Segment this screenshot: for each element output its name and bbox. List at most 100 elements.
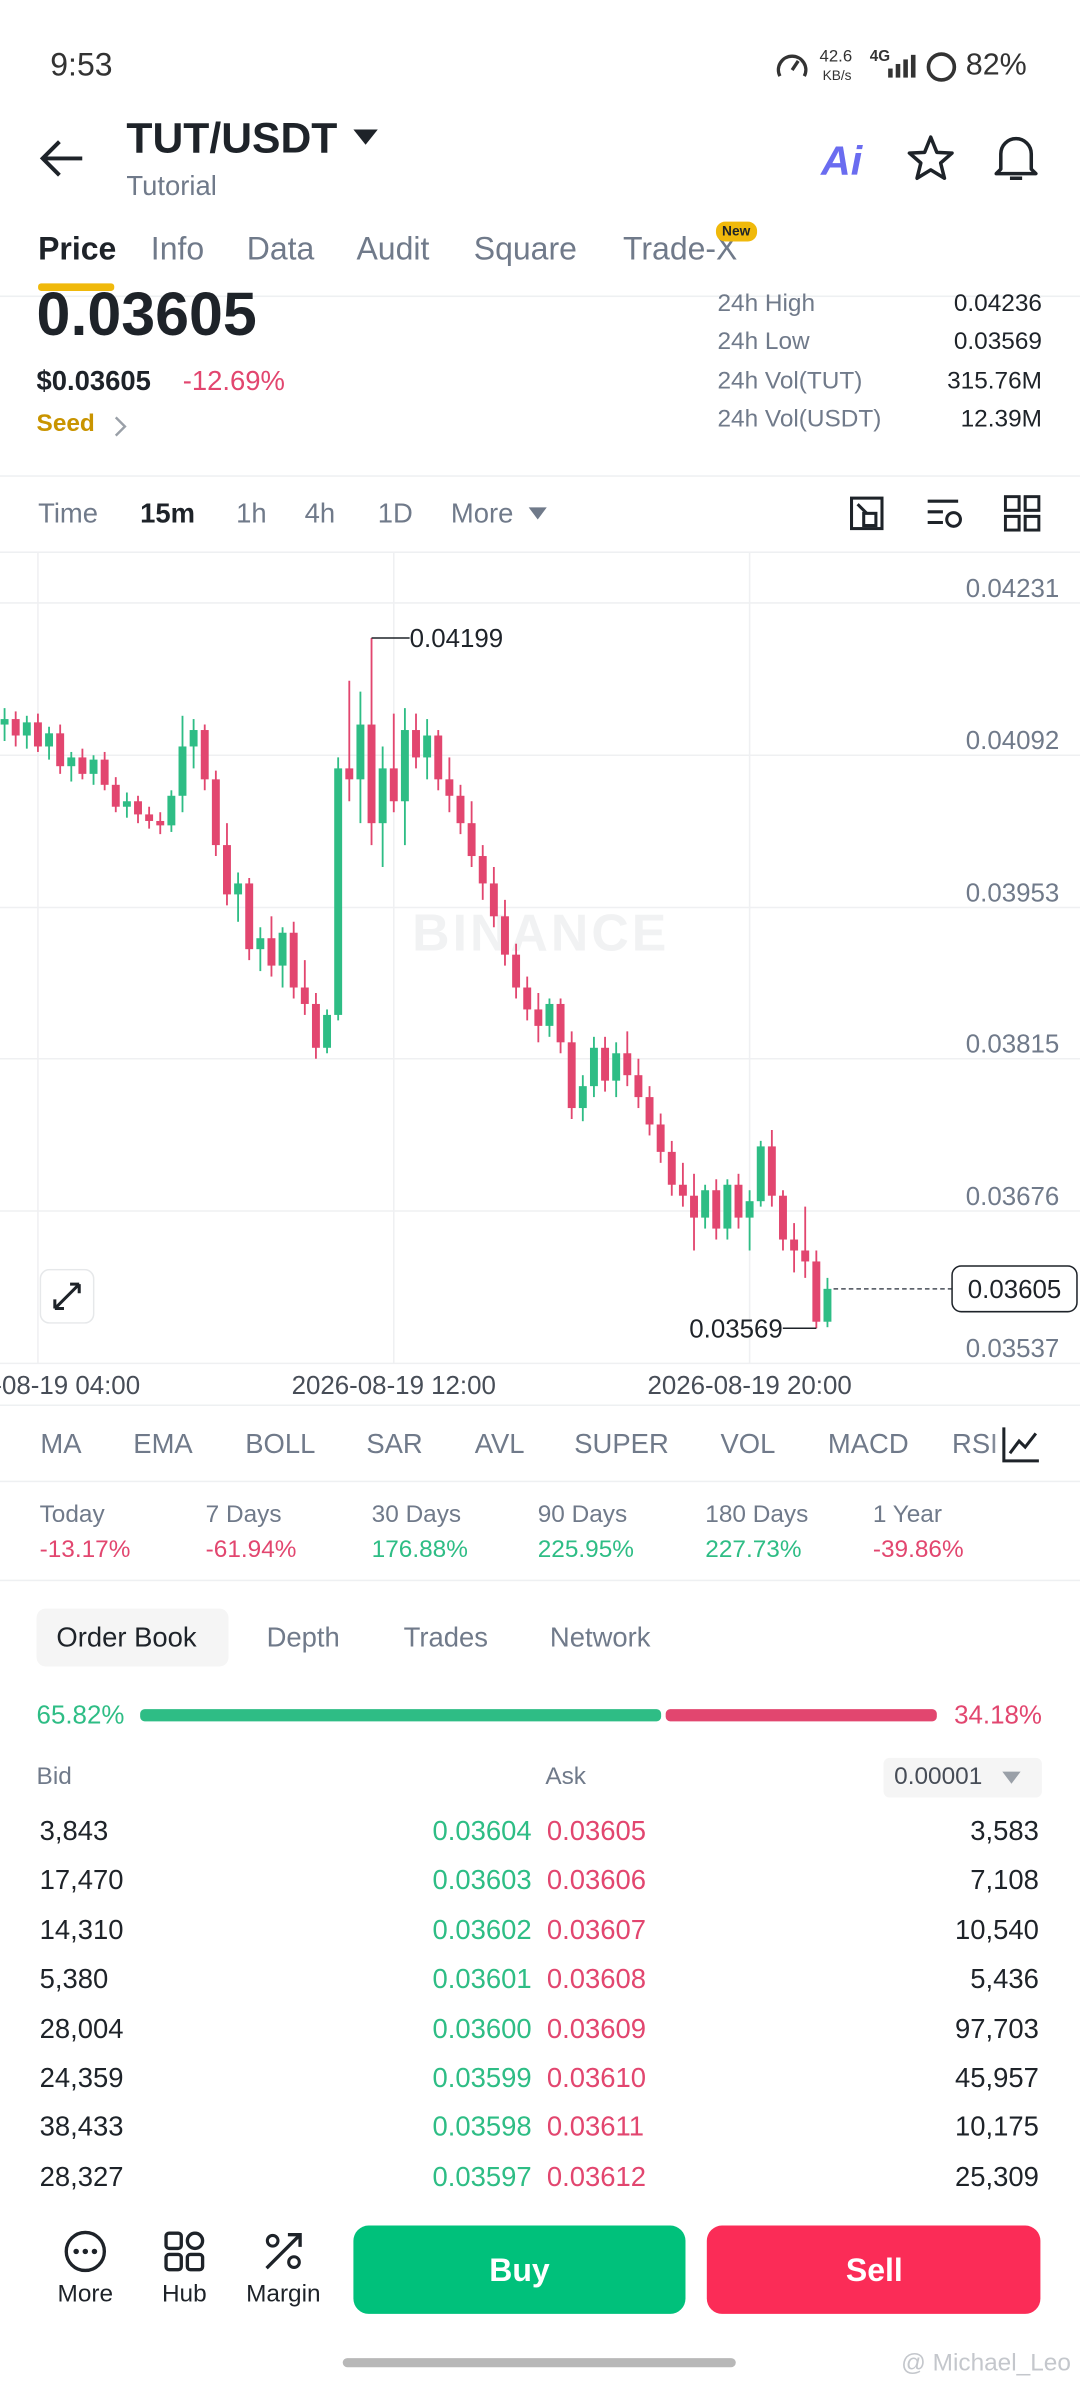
interval[interactable]: 15m — [140, 498, 196, 529]
ask-ratio: 34.18% — [954, 1700, 1042, 1730]
candle-body — [801, 1250, 810, 1262]
candle-body — [767, 1146, 776, 1196]
indicator-tab[interactable]: EMA — [133, 1428, 193, 1460]
tab[interactable]: Price — [38, 232, 117, 268]
nav-label[interactable]: Margin — [246, 2281, 321, 2308]
bid-quantity: 24,359 — [39, 2062, 124, 2094]
fullscreen-button[interactable] — [39, 1268, 95, 1324]
tab[interactable]: Info — [150, 232, 205, 268]
candle-body — [345, 768, 354, 780]
candle-body — [300, 987, 309, 1004]
indicator-tab[interactable]: AVL — [474, 1428, 525, 1460]
ask-price: 0.03608 — [546, 1963, 646, 1995]
indicator-tab[interactable]: VOL — [720, 1428, 776, 1460]
ask-price: 0.03612 — [546, 2161, 646, 2192]
period-label: 7 Days — [205, 1501, 282, 1528]
speed-icon — [776, 54, 808, 77]
ask-quantity: 10,175 — [955, 2111, 1039, 2143]
battery-icon — [926, 52, 957, 82]
candle-body — [134, 801, 142, 815]
alert-button[interactable] — [992, 131, 1041, 183]
tag-chevron[interactable] — [113, 416, 128, 437]
interval[interactable]: Time — [38, 498, 99, 529]
pair-dropdown[interactable] — [352, 128, 379, 146]
hub-icon[interactable] — [163, 2230, 206, 2273]
candle-body — [145, 814, 154, 821]
candle-body — [234, 883, 243, 895]
bid-quantity: 38,433 — [39, 2111, 124, 2143]
interval[interactable]: 4h — [304, 498, 336, 529]
y-tick-label: 0.03815 — [966, 1031, 1060, 1059]
candle-body — [167, 795, 176, 826]
period-change: 176.88% — [371, 1537, 468, 1563]
ask-quantity: 7,108 — [970, 1865, 1039, 1896]
back-button[interactable] — [39, 137, 86, 180]
candle-body — [745, 1201, 754, 1218]
usd-price: $0.03605 — [36, 365, 151, 397]
precision-dropdown[interactable] — [1001, 1770, 1022, 1785]
period-change: -61.94% — [205, 1537, 297, 1563]
candle-body — [334, 768, 343, 1015]
more-icon[interactable] — [64, 2230, 107, 2273]
ask-quantity: 5,436 — [970, 1963, 1039, 1995]
margin-icon[interactable] — [262, 2230, 305, 2273]
price-change: -12.69% — [182, 365, 285, 397]
nav-label[interactable]: Hub — [161, 2281, 207, 2308]
candle-body — [812, 1261, 821, 1322]
candle-body — [323, 1014, 332, 1048]
candle-body — [601, 1047, 610, 1081]
period-change: 227.73% — [705, 1537, 802, 1563]
candle-body — [667, 1151, 676, 1185]
candle-body — [122, 801, 131, 807]
precision[interactable]: 0.00001 — [894, 1763, 983, 1790]
pair-title[interactable]: TUT/USDT — [126, 114, 338, 162]
tag[interactable]: Seed — [36, 411, 95, 438]
tab[interactable]: Audit — [356, 232, 430, 268]
indicator-tab[interactable]: MACD — [827, 1428, 909, 1460]
candle-body — [0, 719, 9, 725]
tab[interactable]: Square — [473, 232, 577, 268]
sell-button[interactable] — [706, 2225, 1041, 2314]
candle-body — [367, 724, 376, 824]
divider — [0, 1579, 1080, 1582]
candle-body — [111, 784, 120, 807]
active-tab-pill — [36, 1608, 229, 1667]
book-tab[interactable]: Depth — [266, 1622, 340, 1653]
bid-header: Bid — [36, 1763, 72, 1790]
divider — [0, 1480, 1080, 1483]
ask-ratio-bar — [666, 1709, 937, 1722]
book-tab[interactable]: Trades — [403, 1622, 489, 1653]
tab[interactable]: Data — [246, 232, 315, 268]
candle-body — [701, 1190, 710, 1218]
chart-settings-icon[interactable] — [848, 495, 885, 532]
book-tab[interactable]: Network — [549, 1622, 651, 1653]
more-caret[interactable] — [528, 507, 547, 520]
ask-header: Ask — [545, 1763, 586, 1790]
pair-name: Tutorial — [126, 170, 217, 202]
candle-body — [378, 768, 387, 824]
candle-body — [156, 820, 165, 826]
indicator-tab[interactable]: SAR — [366, 1428, 423, 1460]
layout-icon[interactable] — [1003, 495, 1041, 532]
buy-button[interactable] — [353, 2225, 686, 2314]
indicator-tab[interactable]: SUPER — [574, 1428, 669, 1460]
book-tab[interactable]: Order Book — [56, 1622, 197, 1653]
buy-label[interactable]: Buy — [489, 2253, 550, 2289]
favorite-button[interactable] — [906, 134, 955, 183]
indicator-settings-icon[interactable] — [925, 495, 965, 532]
interval[interactable]: 1h — [236, 498, 267, 529]
bid-ratio: 65.82% — [36, 1700, 125, 1730]
bid-price: 0.03602 — [432, 1914, 532, 1945]
indicator-tab[interactable]: BOLL — [245, 1428, 316, 1460]
nav-label[interactable]: More — [57, 2281, 114, 2308]
indicator-tab[interactable]: MA — [40, 1428, 82, 1460]
ai-button[interactable]: Ai — [821, 137, 863, 184]
interval[interactable]: More — [450, 498, 514, 529]
interval[interactable]: 1D — [377, 498, 413, 529]
candle-body — [478, 856, 487, 884]
indicator-chart-button[interactable] — [1001, 1424, 1041, 1464]
bid-quantity: 3,843 — [39, 1815, 109, 1847]
sell-label[interactable]: Sell — [845, 2253, 903, 2289]
period-label: 30 Days — [371, 1501, 462, 1528]
